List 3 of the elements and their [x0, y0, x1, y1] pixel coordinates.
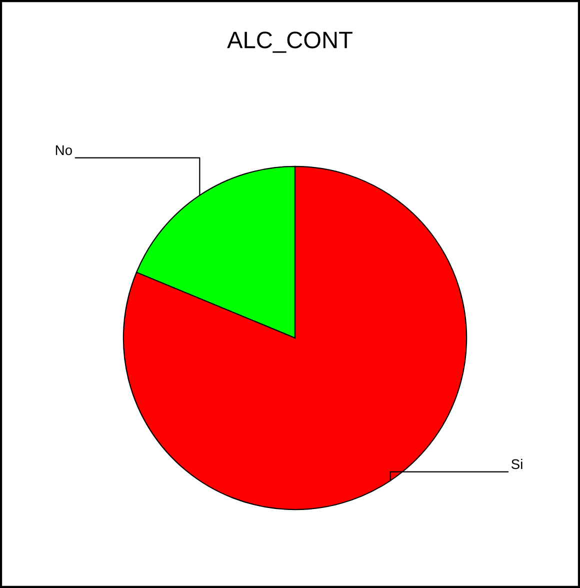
slice-label: No: [56, 145, 72, 156]
slice-label: Si: [511, 458, 522, 470]
chart-title: ALC_CONT: [227, 32, 352, 53]
